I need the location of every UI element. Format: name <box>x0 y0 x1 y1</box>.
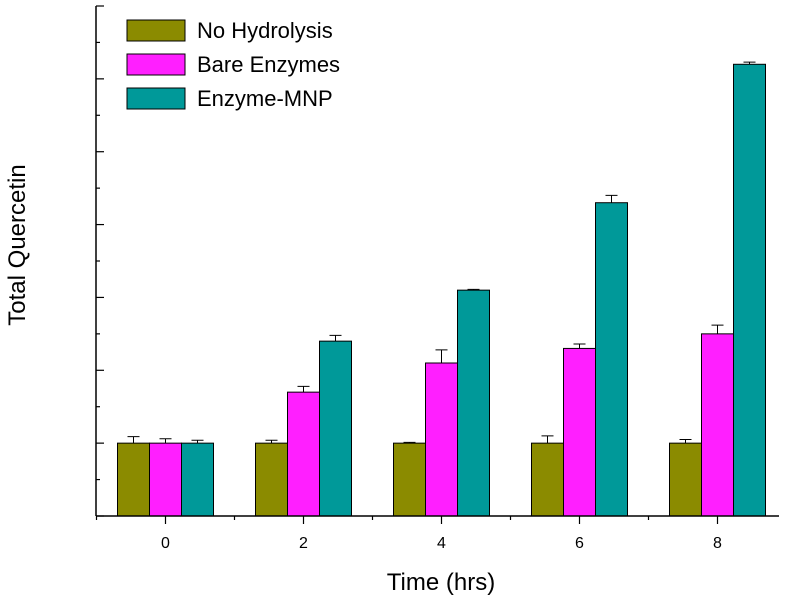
bar-enzyme-mnp-6 <box>595 202 628 517</box>
bar-no-hydrolysis-4 <box>393 442 426 517</box>
bar-enzyme-mnp-4 <box>457 289 490 517</box>
bar-no-hydrolysis-8 <box>669 442 702 517</box>
error-bar-enzyme-mnp-4 <box>467 288 480 291</box>
legend-label-bare-enzymes: Bare Enzymes <box>197 52 340 77</box>
bar-no-hydrolysis-6 <box>531 442 564 517</box>
bar-bare-enzymes-4 <box>425 362 458 517</box>
error-bar-no-hydrolysis-2 <box>265 439 278 444</box>
bar-no-hydrolysis-2 <box>255 442 288 517</box>
legend-swatch-bare-enzymes <box>126 53 186 76</box>
error-bar-no-hydrolysis-6 <box>541 435 554 444</box>
legend-swatch-no-hydrolysis <box>126 19 186 42</box>
x-tick-label-6: 6 <box>575 535 584 552</box>
error-bar-bare-enzymes-0 <box>159 438 172 444</box>
legend-label-enzyme-mnp: Enzyme-MNP <box>197 86 333 111</box>
error-bar-no-hydrolysis-8 <box>679 439 692 444</box>
x-tick-label-0: 0 <box>161 535 170 552</box>
legend-label-no-hydrolysis: No Hydrolysis <box>197 18 333 43</box>
error-bar-bare-enzymes-2 <box>297 385 310 393</box>
error-bar-enzyme-mnp-6 <box>605 194 618 203</box>
error-bar-no-hydrolysis-0 <box>127 436 140 444</box>
error-bar-enzyme-mnp-2 <box>329 334 342 342</box>
bar-enzyme-mnp-8 <box>733 63 766 517</box>
bar-bare-enzymes-6 <box>563 347 596 517</box>
error-bar-bare-enzymes-4 <box>435 349 448 363</box>
bar-enzyme-mnp-0 <box>181 442 214 517</box>
x-tick-label-8: 8 <box>713 535 722 552</box>
x-tick-label-2: 2 <box>299 535 308 552</box>
error-bar-enzyme-mnp-8 <box>743 61 756 65</box>
bar-bare-enzymes-2 <box>287 391 320 517</box>
bar-enzyme-mnp-2 <box>319 340 352 517</box>
bar-bare-enzymes-8 <box>701 333 734 517</box>
error-bar-enzyme-mnp-0 <box>191 439 204 444</box>
error-bar-bare-enzymes-8 <box>711 324 724 334</box>
x-tick-label-4: 4 <box>437 535 446 552</box>
legend-swatch-enzyme-mnp <box>126 87 186 110</box>
bar-no-hydrolysis-0 <box>117 442 150 517</box>
error-bar-no-hydrolysis-4 <box>403 441 416 444</box>
y-axis-title: Total Quercetin <box>4 164 31 325</box>
x-axis-title: Time (hrs) <box>387 569 495 596</box>
error-bar-bare-enzymes-6 <box>573 343 586 349</box>
bar-bare-enzymes-0 <box>149 442 182 517</box>
